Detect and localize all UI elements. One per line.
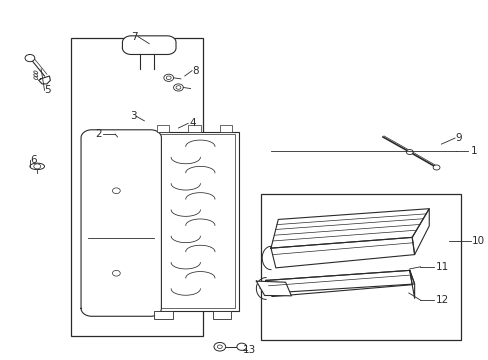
Polygon shape <box>270 209 428 248</box>
Circle shape <box>236 343 246 350</box>
Circle shape <box>432 165 439 170</box>
Circle shape <box>25 54 35 62</box>
Polygon shape <box>265 270 411 297</box>
Circle shape <box>406 149 412 154</box>
Text: 11: 11 <box>435 262 448 272</box>
Text: 13: 13 <box>243 345 256 355</box>
Bar <box>71 39 203 336</box>
Text: 9: 9 <box>454 133 461 143</box>
Text: 4: 4 <box>189 118 196 128</box>
Ellipse shape <box>34 74 38 77</box>
Polygon shape <box>409 270 414 298</box>
Circle shape <box>214 342 225 351</box>
Circle shape <box>112 270 120 276</box>
Polygon shape <box>39 76 50 84</box>
FancyBboxPatch shape <box>154 311 172 319</box>
Text: 2: 2 <box>96 129 102 139</box>
Text: 10: 10 <box>470 236 484 246</box>
Circle shape <box>112 188 120 194</box>
Ellipse shape <box>34 77 38 80</box>
Polygon shape <box>270 237 414 268</box>
Text: 1: 1 <box>469 146 476 156</box>
Circle shape <box>163 74 173 81</box>
FancyBboxPatch shape <box>212 311 230 319</box>
Circle shape <box>217 345 222 348</box>
Polygon shape <box>81 130 161 316</box>
Bar <box>150 134 235 308</box>
Circle shape <box>176 86 181 89</box>
Bar <box>156 125 168 132</box>
Bar <box>146 132 239 311</box>
Circle shape <box>166 76 171 80</box>
Circle shape <box>173 84 183 91</box>
Ellipse shape <box>34 71 38 74</box>
Bar <box>220 125 231 132</box>
Text: 8: 8 <box>192 66 198 76</box>
Text: 3: 3 <box>129 111 136 121</box>
Bar <box>261 194 460 339</box>
Polygon shape <box>122 36 176 54</box>
Text: 5: 5 <box>44 85 51 95</box>
Bar <box>188 125 200 132</box>
Text: 6: 6 <box>30 155 37 165</box>
Ellipse shape <box>30 163 44 170</box>
Text: 7: 7 <box>131 32 138 41</box>
Circle shape <box>34 164 41 169</box>
Polygon shape <box>265 270 414 293</box>
Polygon shape <box>256 281 291 296</box>
Polygon shape <box>411 209 428 255</box>
Text: 12: 12 <box>435 295 448 305</box>
